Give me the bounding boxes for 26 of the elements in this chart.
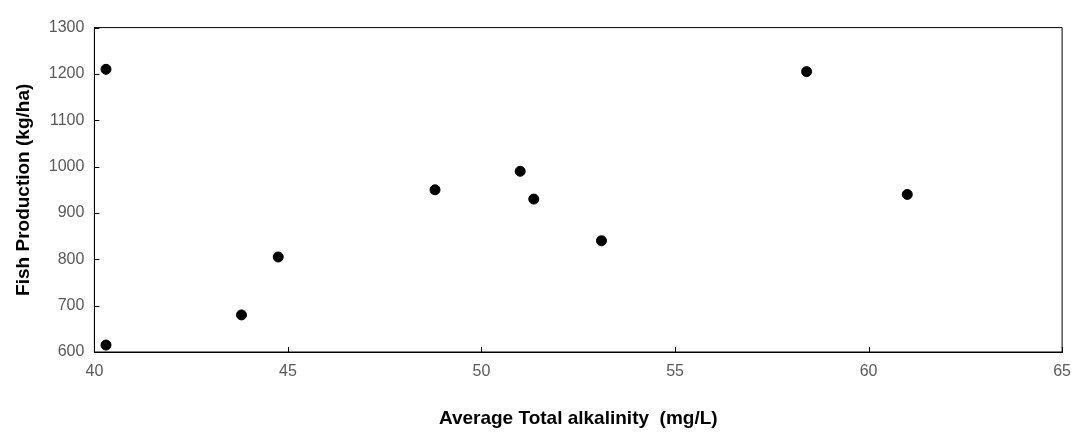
point xyxy=(235,309,247,321)
x-axis-title: Average Total alkalinity (mg/L) xyxy=(438,406,718,428)
x-tick-label: 65 xyxy=(1053,362,1072,380)
x-tick-label: 45 xyxy=(279,362,297,380)
point xyxy=(595,235,607,247)
point xyxy=(528,193,540,205)
point xyxy=(514,165,526,177)
y-tick-label: 900 xyxy=(57,203,85,221)
point xyxy=(901,188,913,200)
y-tick-label: 1200 xyxy=(48,64,85,82)
y-tick-label: 600 xyxy=(57,342,85,360)
x-tick-label: 40 xyxy=(85,362,104,380)
point xyxy=(801,66,813,78)
y-axis-title: Fish Production (kg/ha) xyxy=(11,83,33,296)
y-tick-label: 1300 xyxy=(48,18,85,36)
point xyxy=(429,184,441,196)
y-tick-label: 800 xyxy=(57,249,85,267)
y-tick-label: 1100 xyxy=(49,110,85,128)
x-tick-label: 60 xyxy=(859,362,878,380)
y-tick-label: 1000 xyxy=(48,157,85,175)
y-tick-label: 700 xyxy=(57,296,85,314)
x-tick-label: 50 xyxy=(472,362,491,380)
point xyxy=(100,339,112,351)
point xyxy=(272,251,284,263)
x-tick-label: 55 xyxy=(666,362,685,380)
point xyxy=(100,63,112,75)
